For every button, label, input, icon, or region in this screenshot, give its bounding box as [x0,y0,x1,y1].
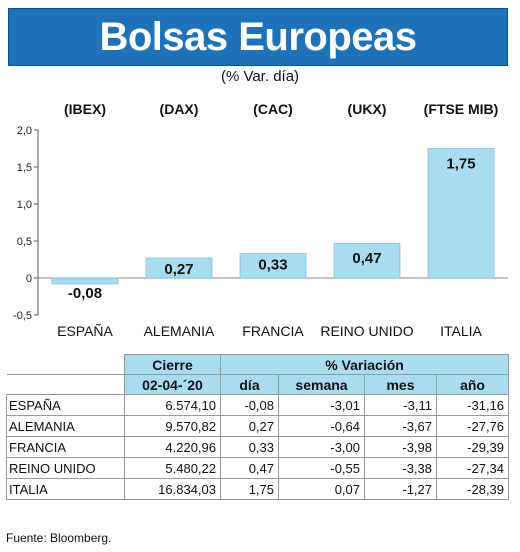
value-cell: -27,34 [435,457,510,479]
bar-value-label: 1,75 [446,156,475,173]
y-tick-label: 0,5 [17,236,32,248]
index-label: (FTSE MIB) [424,101,499,117]
bar-value-label: 0,27 [164,261,193,278]
value-cell: -1,27 [364,478,437,500]
value-cell: 4.220,96 [124,436,221,458]
index-label: (IBEX) [64,101,106,117]
value-cell: -3,01 [278,394,365,416]
value-cell: -0,55 [278,457,365,479]
value-cell: 0,27 [220,415,279,437]
index-label: (DAX) [160,101,199,117]
value-cell: -3,11 [364,394,437,416]
table-header-row-sub: 02-04-´20 día semana mes año [6,374,510,395]
index-label: (CAC) [253,101,293,117]
y-tick-label: 1,0 [17,199,32,211]
market-name-cell: ESPAÑA [6,394,125,416]
category-label: REINO UNIDO [320,323,413,339]
value-cell: -3,67 [364,415,437,437]
value-cell: 0,47 [220,457,279,479]
market-name-cell: FRANCIA [6,436,125,458]
value-cell: 5.480,22 [124,457,221,479]
bar-value-label: 0,33 [258,257,287,274]
y-tick-label: 2,0 [17,125,32,137]
bar-chart: 2,0 1,5 1,0 0,5 0 -0,5 -0,08 (IBEX) ESPAÑA 0,27 (D… [13,101,508,339]
bar-4 [427,148,495,279]
value-cell: -3,00 [278,436,365,458]
table-row: ESPAÑA 6.574,10 -0,08 -3,01 -3,11 -31,16 [6,394,510,416]
header-dia: día [220,374,279,395]
value-cell: 6.574,10 [124,394,221,416]
table-row: REINO UNIDO 5.480,22 0,47 -0,55 -3,38 -27,34 [6,457,510,479]
header-mes: mes [364,374,437,395]
header-blank-cell [6,354,125,375]
value-cell: 0,33 [220,436,279,458]
value-cell: -3,98 [364,436,437,458]
page-title: Bolsas Europeas [99,14,417,59]
market-name-cell: REINO UNIDO [6,457,125,479]
table-body: ESPAÑA 6.574,10 -0,08 -3,01 -3,11 -31,16 ALEMA… [6,394,510,500]
market-name-cell: ALEMANIA [6,415,125,437]
source-note: Fuente: Bloomberg. [6,531,112,545]
category-label: ALEMANIA [144,323,215,339]
y-tick-label: -0,5 [13,310,32,322]
y-tick-label: 0 [26,273,32,285]
value-cell: -0,64 [278,415,365,437]
header-semana: semana [278,374,365,395]
value-cell: -28,39 [435,478,510,500]
index-label: (UKX) [348,101,387,117]
table-header-row-top: Cierre % Variación [6,354,510,375]
quotes-table: Cierre % Variación 02-04-´20 día semana … [6,354,510,500]
bar-3 [333,242,401,279]
category-label: ESPAÑA [57,323,113,339]
header-ano: año [435,374,510,395]
value-cell: 1,75 [220,478,279,500]
header-variacion: % Variación [219,354,510,375]
title-banner: Bolsas Europeas [8,8,508,66]
value-cell: -27,76 [435,415,510,437]
value-cell: 16.834,03 [124,478,221,500]
category-label: FRANCIA [242,323,304,339]
value-cell: -31,16 [435,394,510,416]
table-row: FRANCIA 4.220,96 0,33 -3,00 -3,98 -29,39 [6,436,510,458]
category-label: ITALIA [440,323,482,339]
value-cell: -0,08 [220,394,279,416]
bar-0 [51,277,119,285]
header-cierre: Cierre [124,354,221,375]
value-cell: -3,38 [364,457,437,479]
bar-2 [239,253,307,279]
value-cell: 0,07 [278,478,365,500]
table-row: ALEMANIA 9.570,82 0,27 -0,64 -3,67 -27,76 [6,415,510,437]
market-name-cell: ITALIA [6,478,125,500]
bar-1 [145,257,213,279]
quotes-table-container: Cierre % Variación 02-04-´20 día semana … [6,354,510,500]
chart-subtitle: (% Var. día) [220,68,300,85]
header-blank-cell [6,374,125,395]
header-date: 02-04-´20 [124,374,221,395]
bar-value-label: -0,08 [68,285,102,302]
table-row: ITALIA 16.834,03 1,75 0,07 -1,27 -28,39 [6,478,510,500]
value-cell: -29,39 [435,436,510,458]
value-cell: 9.570,82 [124,415,221,437]
y-tick-label: 1,5 [17,162,32,174]
bar-value-label: 0,47 [352,250,381,267]
